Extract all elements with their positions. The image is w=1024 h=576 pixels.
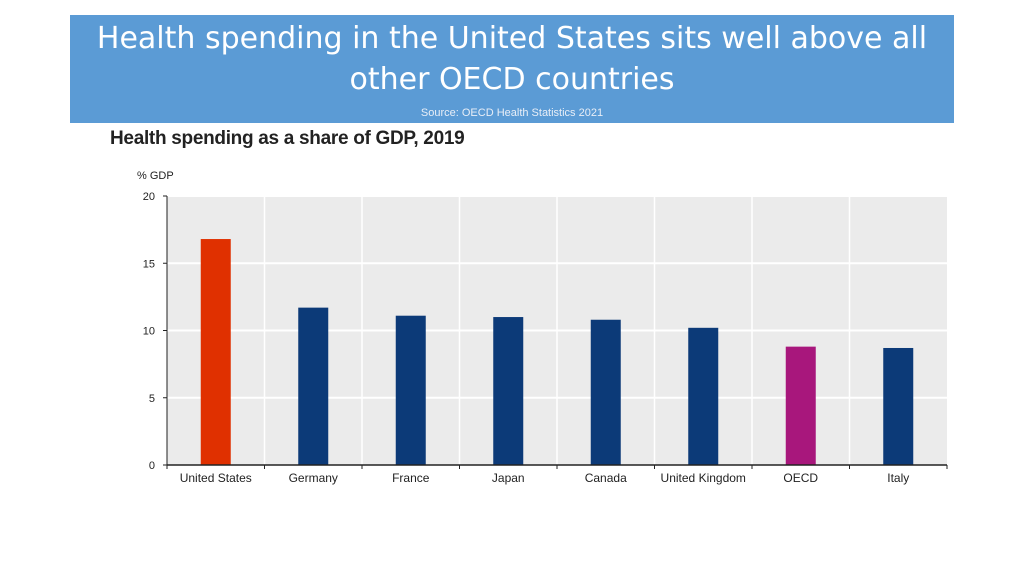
x-category-label: Japan bbox=[492, 471, 525, 485]
x-category-label: United Kingdom bbox=[661, 471, 746, 485]
x-category-label: Italy bbox=[887, 471, 909, 485]
x-category-label: Canada bbox=[585, 471, 627, 485]
x-category-label: Germany bbox=[289, 471, 338, 485]
chart-title: Health spending as a share of GDP, 2019 bbox=[110, 128, 465, 149]
bar bbox=[493, 317, 524, 465]
bar bbox=[785, 346, 816, 465]
source-note: Source: OECD Health Statistics 2021 bbox=[420, 107, 604, 119]
y-tick-label: 10 bbox=[143, 326, 155, 338]
y-tick-label: 0 bbox=[149, 460, 155, 472]
y-axis-unit-label: % GDP bbox=[137, 170, 174, 182]
x-category-label: France bbox=[392, 471, 430, 485]
x-category-label: OECD bbox=[783, 471, 818, 485]
bar bbox=[200, 239, 231, 465]
slide-header: Health spending in the United States sit… bbox=[70, 15, 954, 123]
slide-title: Health spending in the United States sit… bbox=[96, 21, 928, 97]
x-category-label: United States bbox=[180, 471, 252, 485]
bar bbox=[395, 315, 426, 465]
y-tick-label: 15 bbox=[143, 258, 155, 270]
bar bbox=[688, 327, 719, 465]
bar bbox=[883, 347, 914, 465]
y-tick-label: 20 bbox=[143, 191, 155, 203]
y-tick-label: 5 bbox=[149, 393, 155, 405]
bar bbox=[298, 307, 329, 465]
bar bbox=[590, 319, 621, 465]
